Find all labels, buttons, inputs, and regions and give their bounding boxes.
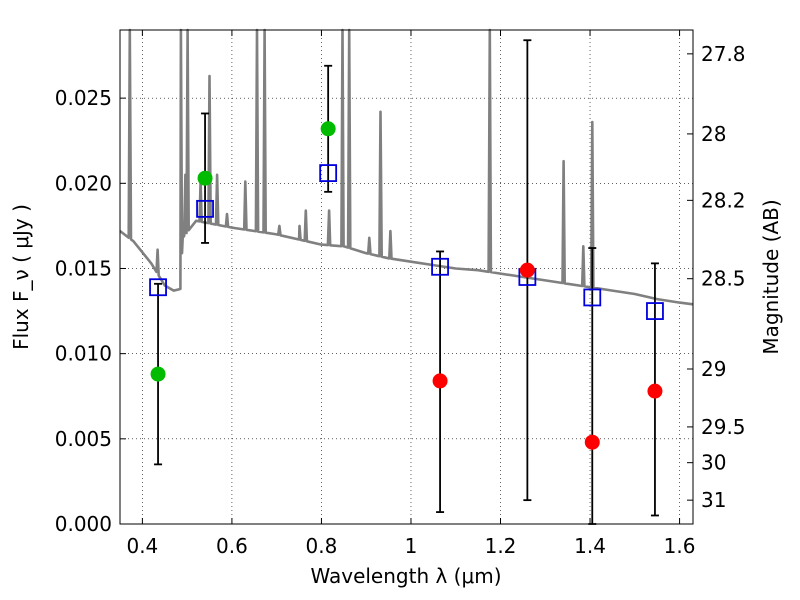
model-square-marker bbox=[196, 199, 214, 218]
nondetection-point bbox=[519, 262, 535, 278]
spectrum bbox=[119, 28, 694, 306]
nondetection-point bbox=[584, 434, 600, 450]
y-tick-label: 0.015 bbox=[55, 256, 112, 280]
x-tick-label: 0.6 bbox=[216, 534, 248, 558]
mag-tick-label: 28.5 bbox=[701, 267, 746, 291]
x-tick-label: 1 bbox=[405, 534, 418, 558]
mag-tick-label: 29 bbox=[701, 357, 726, 381]
detection-point bbox=[197, 170, 213, 186]
y-tick-label: 0.025 bbox=[55, 86, 112, 110]
y-tick-label: 0.010 bbox=[55, 342, 112, 366]
axes: 0.4 0.6 0.8 1 1.2 1.4 1.6 0.000 0.005 0.010 0.015 0… bbox=[55, 30, 746, 558]
mag-tick-label: 31 bbox=[701, 488, 726, 512]
plot-frame bbox=[119, 29, 694, 525]
model-square-marker bbox=[583, 288, 602, 307]
x-tick-label: 0.4 bbox=[126, 534, 158, 558]
right-axis-title: Magnitude (AB) bbox=[759, 199, 783, 354]
nondetection-point bbox=[432, 373, 448, 389]
x-tick-label: 0.8 bbox=[306, 534, 338, 558]
mag-tick-label: 27.8 bbox=[701, 42, 746, 66]
x-tick-label: 1.4 bbox=[574, 534, 606, 558]
markers bbox=[149, 121, 664, 450]
mag-tick-label: 29.5 bbox=[701, 415, 746, 439]
detection-point bbox=[320, 121, 336, 137]
x-tick-label: 1.2 bbox=[485, 534, 517, 558]
spectrum-line bbox=[119, 28, 694, 306]
model-square-marker bbox=[646, 302, 664, 320]
nondetection-point bbox=[647, 383, 663, 399]
mag-tick-label: 30 bbox=[701, 451, 726, 475]
model-square-marker bbox=[319, 164, 338, 182]
x-tick-label: 1.6 bbox=[664, 534, 696, 558]
mag-tick-label: 28.2 bbox=[701, 188, 746, 212]
model-square-marker bbox=[149, 278, 167, 297]
y-tick-label: 0.005 bbox=[55, 427, 112, 451]
y-tick-label: 0.020 bbox=[55, 171, 112, 195]
detection-point bbox=[150, 366, 166, 382]
model-square-marker bbox=[431, 257, 449, 276]
grid bbox=[120, 30, 693, 524]
y-axis-title: Flux F_ν ( μJy ) bbox=[9, 204, 33, 350]
y-tick-label: 0.000 bbox=[55, 512, 112, 536]
mag-tick-label: 28 bbox=[701, 122, 726, 146]
x-axis-title: Wavelength λ (μm) bbox=[310, 564, 501, 588]
